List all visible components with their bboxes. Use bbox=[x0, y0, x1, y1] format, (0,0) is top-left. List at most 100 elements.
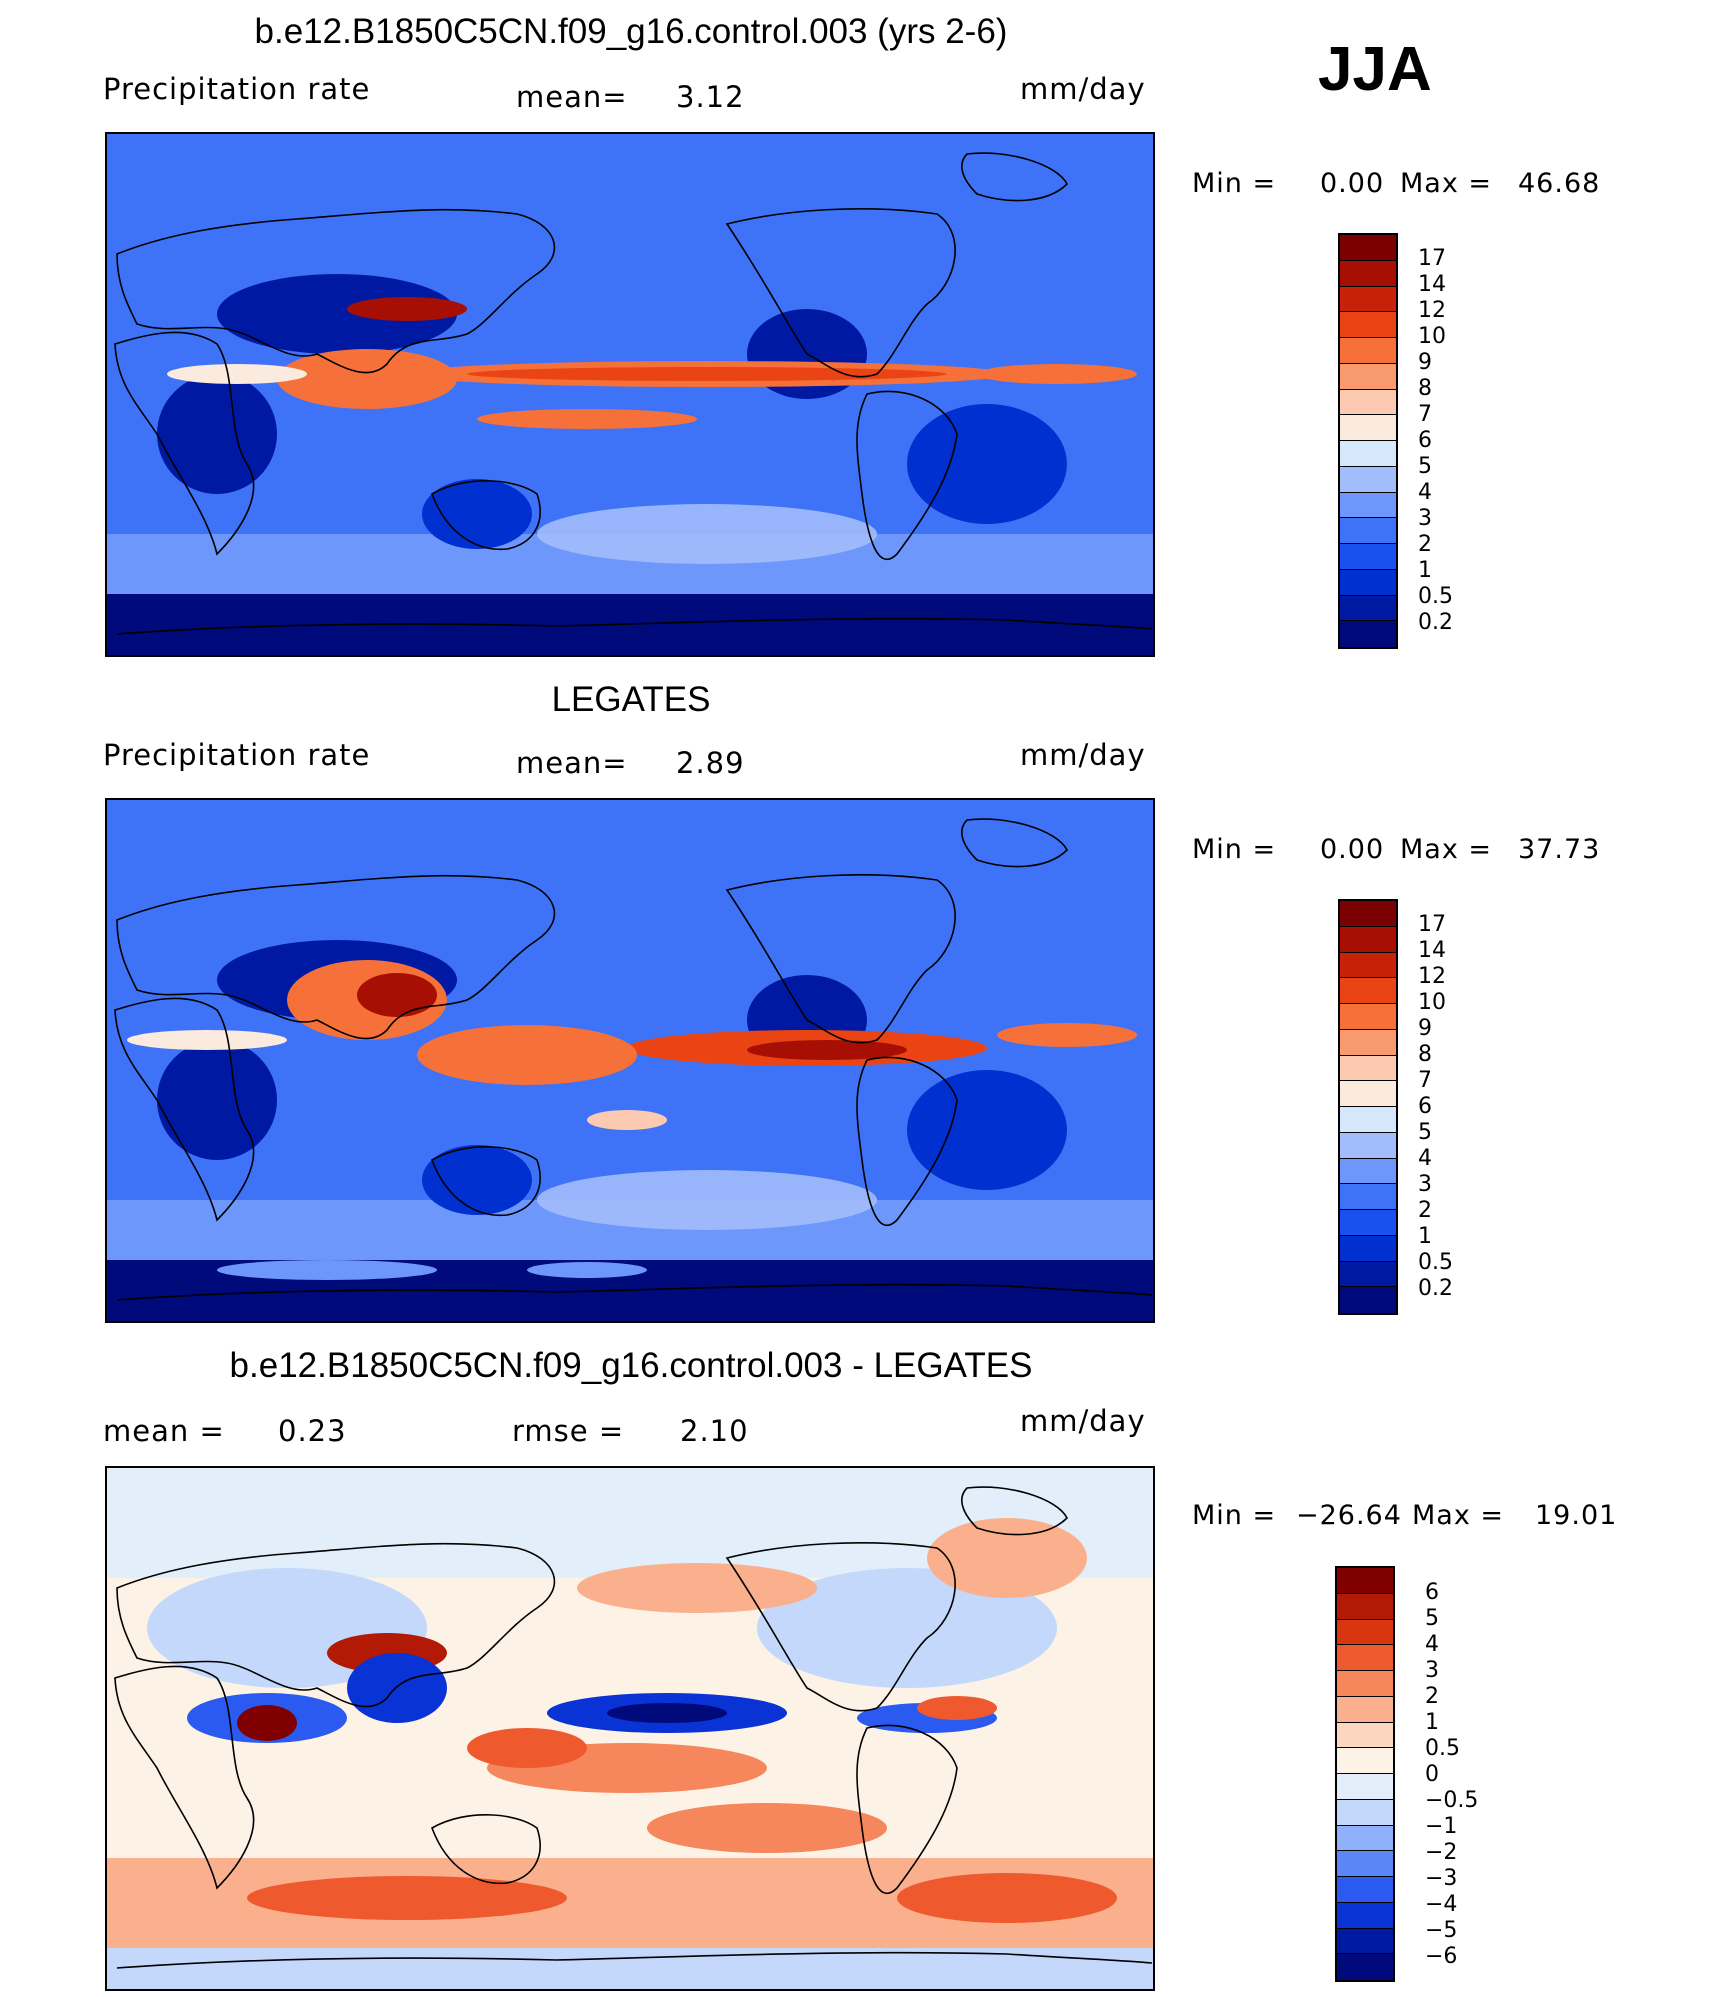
colorbar-tick-label: 0 bbox=[1425, 1762, 1439, 1787]
colorbar-tick-label: 2 bbox=[1425, 1684, 1439, 1709]
colorbar-tick-label: 14 bbox=[1418, 272, 1446, 297]
colorbar-swatch bbox=[1340, 441, 1396, 467]
colorbar-swatch bbox=[1340, 1029, 1396, 1056]
panel-1-colorbar bbox=[1338, 233, 1398, 649]
colorbar-swatch bbox=[1340, 338, 1396, 364]
panel-2-max-label: Max = bbox=[1400, 834, 1493, 865]
panel-1-map bbox=[105, 132, 1155, 657]
colorbar-tick-label: 0.5 bbox=[1418, 1250, 1453, 1275]
colorbar-tick-label: 3 bbox=[1418, 1172, 1432, 1197]
colorbar-swatch bbox=[1340, 518, 1396, 544]
colorbar-swatch bbox=[1337, 1645, 1393, 1671]
colorbar-tick-label: 7 bbox=[1418, 1068, 1432, 1093]
colorbar-tick-label: 0.2 bbox=[1418, 610, 1453, 635]
colorbar-tick-label: −3 bbox=[1425, 1866, 1458, 1891]
panel-1-title: b.e12.B1850C5CN.f09_g16.control.003 (yrs… bbox=[254, 12, 1008, 51]
colorbar-swatch bbox=[1340, 1055, 1396, 1082]
colorbar-swatch bbox=[1337, 1774, 1393, 1800]
colorbar-swatch bbox=[1340, 1132, 1396, 1159]
colorbar-tick-label: 17 bbox=[1418, 246, 1446, 271]
colorbar-tick-label: 1 bbox=[1418, 558, 1432, 583]
colorbar-swatch bbox=[1340, 466, 1396, 493]
colorbar-swatch bbox=[1337, 1593, 1393, 1620]
colorbar-swatch bbox=[1337, 1851, 1393, 1877]
panel-2-colorbar bbox=[1338, 899, 1398, 1315]
colorbar-swatch bbox=[1340, 260, 1396, 287]
panel-3-max-label: Max = bbox=[1412, 1500, 1505, 1531]
colorbar-tick-label: 0.5 bbox=[1418, 584, 1453, 609]
panel-2-units: mm/day bbox=[1020, 738, 1146, 772]
colorbar-tick-label: 8 bbox=[1418, 376, 1432, 401]
colorbar-swatch bbox=[1337, 1568, 1393, 1594]
panel-1-max-value: 46.68 bbox=[1518, 168, 1601, 199]
colorbar-swatch bbox=[1337, 1877, 1393, 1903]
panel-2-mean-value: 2.89 bbox=[676, 746, 745, 780]
colorbar-tick-label: 0.2 bbox=[1418, 1276, 1453, 1301]
panel-3-title: b.e12.B1850C5CN.f09_g16.control.003 - LE… bbox=[229, 1346, 1033, 1385]
colorbar-tick-label: 10 bbox=[1418, 324, 1446, 349]
colorbar-swatch bbox=[1337, 1825, 1393, 1852]
panel-2-colorbar-labels: 17 14 12 10 9 8 7 6 5 4 3 2 1 0.5 0.2 bbox=[1418, 912, 1453, 1302]
colorbar-swatch bbox=[1337, 1619, 1393, 1646]
colorbar-swatch bbox=[1340, 1158, 1396, 1185]
colorbar-tick-label: 12 bbox=[1418, 298, 1446, 323]
colorbar-tick-label: 9 bbox=[1418, 1016, 1432, 1041]
colorbar-swatch bbox=[1337, 1902, 1393, 1929]
colorbar-swatch bbox=[1340, 1261, 1396, 1288]
panel-3-units: mm/day bbox=[1020, 1404, 1146, 1438]
colorbar-tick-label: 12 bbox=[1418, 964, 1446, 989]
colorbar-swatch bbox=[1340, 312, 1396, 338]
colorbar-swatch bbox=[1340, 415, 1396, 441]
colorbar-tick-label: 3 bbox=[1418, 506, 1432, 531]
panel-1-mean-label: mean= bbox=[516, 80, 628, 114]
panel-1-max-label: Max = bbox=[1400, 168, 1493, 199]
colorbar-tick-label: 6 bbox=[1418, 428, 1432, 453]
panel-3-min-value: −26.64 bbox=[1296, 1500, 1402, 1531]
panel-1-colorbar-labels: 17 14 12 10 9 8 7 6 5 4 3 2 1 0.5 0.2 bbox=[1418, 246, 1453, 636]
panel-2-title: LEGATES bbox=[551, 680, 711, 719]
colorbar-swatch bbox=[1340, 926, 1396, 953]
colorbar-tick-label: 6 bbox=[1418, 1094, 1432, 1119]
colorbar-tick-label: 10 bbox=[1418, 990, 1446, 1015]
colorbar-tick-label: 5 bbox=[1418, 1120, 1432, 1145]
colorbar-tick-label: 4 bbox=[1418, 480, 1432, 505]
colorbar-tick-label: 14 bbox=[1418, 938, 1446, 963]
season-label: JJA bbox=[1318, 35, 1432, 104]
colorbar-swatch bbox=[1337, 1748, 1393, 1774]
colorbar-tick-label: 5 bbox=[1418, 454, 1432, 479]
colorbar-swatch bbox=[1340, 363, 1396, 390]
colorbar-tick-label: −4 bbox=[1425, 1892, 1458, 1917]
panel-3-min-label: Min = bbox=[1192, 1500, 1277, 1531]
colorbar-swatch bbox=[1337, 1928, 1393, 1955]
colorbar-tick-label: 2 bbox=[1418, 1198, 1432, 1223]
panel-2-min-label: Min = bbox=[1192, 834, 1277, 865]
colorbar-swatch bbox=[1340, 286, 1396, 313]
colorbar-tick-label: −5 bbox=[1425, 1918, 1458, 1943]
colorbar-swatch bbox=[1340, 544, 1396, 570]
panel-1-min-label: Min = bbox=[1192, 168, 1277, 199]
colorbar-tick-label: 4 bbox=[1418, 1146, 1432, 1171]
colorbar-tick-label: −0.5 bbox=[1425, 1788, 1479, 1813]
panel-2-map bbox=[105, 798, 1155, 1323]
colorbar-swatch bbox=[1340, 978, 1396, 1004]
colorbar-swatch bbox=[1337, 1954, 1393, 1980]
colorbar-swatch bbox=[1340, 569, 1396, 596]
colorbar-tick-label: −1 bbox=[1425, 1814, 1458, 1839]
colorbar-swatch bbox=[1340, 1210, 1396, 1236]
panel-1-min-value: 0.00 bbox=[1320, 168, 1385, 199]
colorbar-tick-label: 8 bbox=[1418, 1042, 1432, 1067]
panel-3-colorbar bbox=[1335, 1566, 1395, 1982]
colorbar-tick-label: 3 bbox=[1425, 1658, 1439, 1683]
colorbar-swatch bbox=[1340, 492, 1396, 519]
colorbar-tick-label: 4 bbox=[1425, 1632, 1439, 1657]
colorbar-swatch bbox=[1337, 1696, 1393, 1723]
panel-1-units: mm/day bbox=[1020, 72, 1146, 106]
colorbar-tick-label: 7 bbox=[1418, 402, 1432, 427]
colorbar-swatch bbox=[1340, 235, 1396, 261]
colorbar-tick-label: −2 bbox=[1425, 1840, 1458, 1865]
colorbar-swatch bbox=[1340, 1287, 1396, 1313]
panel-1-variable-label: Precipitation rate bbox=[103, 72, 371, 106]
colorbar-swatch bbox=[1340, 1107, 1396, 1133]
colorbar-swatch bbox=[1340, 621, 1396, 647]
panel-3-rmse-value: 2.10 bbox=[680, 1414, 749, 1448]
